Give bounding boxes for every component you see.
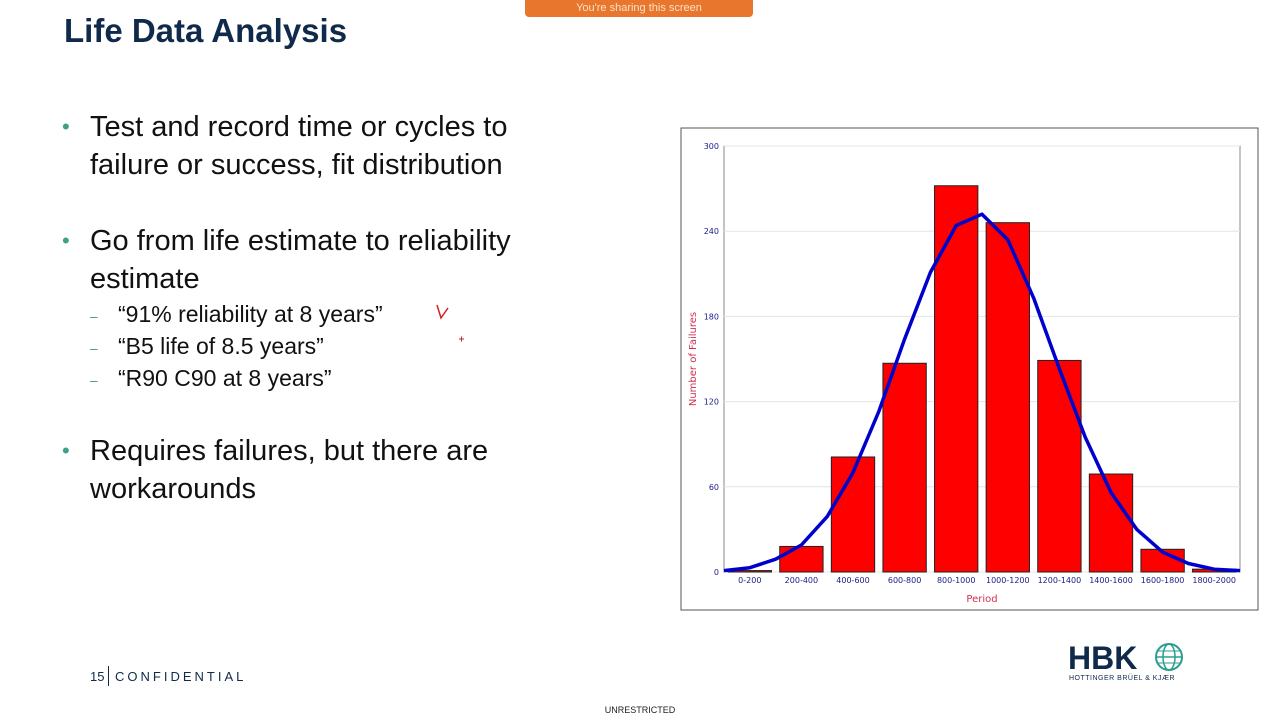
bar xyxy=(779,545,824,573)
sub-dash: – xyxy=(90,308,98,324)
sub-bullet: – “B5 life of 8.5 years” xyxy=(90,330,560,362)
x-tick-label: 600-800 xyxy=(888,576,921,585)
x-tick-label: 1600-1800 xyxy=(1141,576,1185,585)
sub-dash: – xyxy=(90,372,98,388)
x-tick-label: 200-400 xyxy=(785,576,818,585)
bullet-list: • Test and record time or cycles to failu… xyxy=(62,108,562,546)
sub-bullet: – “R90 C90 at 8 years” xyxy=(90,362,560,394)
bar xyxy=(1037,359,1082,573)
bullet: • Requires failures, but there are workar… xyxy=(62,432,560,508)
logo-name: HOTTINGER BRÜEL & KJÆR xyxy=(1069,675,1176,682)
logo-mark: HBK xyxy=(1068,640,1138,676)
bullet-dot: • xyxy=(62,228,70,253)
y-tick-label: 120 xyxy=(704,398,719,407)
y-axis-label: Number of Failures xyxy=(688,312,699,406)
x-tick-label: 800-1000 xyxy=(937,576,976,585)
bullet-text: Go from life estimate to reliability est… xyxy=(90,225,511,295)
sub-text: “B5 life of 8.5 years” xyxy=(118,333,324,359)
bar xyxy=(882,362,927,573)
x-tick-label: 1000-1200 xyxy=(986,576,1030,585)
bullet-text: Requires failures, but there are workaro… xyxy=(90,435,489,505)
x-tick-label: 400-600 xyxy=(836,576,869,585)
bullet-dot: • xyxy=(62,438,70,463)
bar xyxy=(934,185,979,573)
sub-bullet: – “91% reliability at 8 years” xyxy=(90,298,560,330)
y-tick-label: 240 xyxy=(704,227,719,236)
x-tick-label: 1400-1600 xyxy=(1089,576,1133,585)
ink-mark xyxy=(436,304,449,320)
x-axis-label: Period xyxy=(966,594,997,605)
classification: UNRESTRICTED xyxy=(604,705,676,715)
bar xyxy=(985,222,1030,573)
sub-dash: – xyxy=(90,340,98,356)
bullet: • Test and record time or cycles to failu… xyxy=(62,108,560,184)
page-number: 15 xyxy=(90,669,105,684)
y-tick-label: 180 xyxy=(704,312,719,321)
y-tick-label: 0 xyxy=(714,568,719,577)
separator xyxy=(108,666,109,686)
y-tick-label: 60 xyxy=(709,483,719,492)
bullet-text: Test and record time or cycles to failur… xyxy=(90,111,508,181)
slide-title: Life Data Analysis xyxy=(64,12,348,49)
bullet-dot: • xyxy=(62,114,70,139)
bar xyxy=(830,456,876,573)
x-tick-label: 1800-2000 xyxy=(1192,576,1236,585)
sub-list: – “91% reliability at 8 years” – “B5 life o… xyxy=(90,298,560,394)
fit-curve xyxy=(723,212,1241,573)
footer-label: CONFIDENTIAL xyxy=(115,669,247,684)
sub-text: “R90 C90 at 8 years” xyxy=(118,365,332,391)
y-tick-label: 300 xyxy=(704,142,719,151)
sub-text: “91% reliability at 8 years” xyxy=(118,301,383,327)
x-tick-label: 0-200 xyxy=(738,576,761,585)
sharing-banner[interactable]: You're sharing this screen xyxy=(525,0,753,17)
ink-mark xyxy=(459,336,464,342)
x-tick-label: 1200-1400 xyxy=(1038,576,1082,585)
bullet: • Go from life estimate to reliability es… xyxy=(62,222,560,394)
logo-globe xyxy=(1155,643,1183,671)
